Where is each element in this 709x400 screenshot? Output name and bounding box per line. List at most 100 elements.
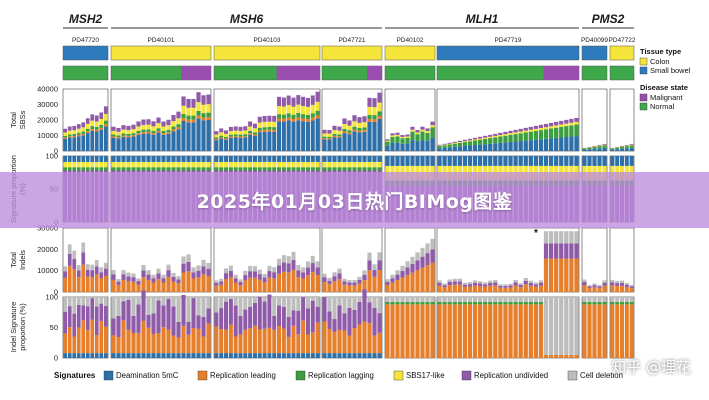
indel-prop-segment bbox=[533, 297, 539, 302]
sbs-bar-segment bbox=[151, 130, 156, 134]
indel-prop-segment bbox=[224, 329, 229, 354]
indel-prop-segment bbox=[238, 315, 243, 335]
indel-prop-segment bbox=[291, 325, 296, 354]
indel-bar-segment bbox=[214, 282, 219, 286]
indel-prop-segment bbox=[151, 333, 156, 354]
sbs-bar-segment bbox=[76, 134, 81, 137]
indel-prop-segment bbox=[508, 304, 513, 358]
indel-prop-segment bbox=[126, 353, 131, 358]
indel-prop-segment bbox=[156, 332, 161, 354]
indel-prop-segment bbox=[629, 301, 634, 305]
sbs-bar-segment bbox=[462, 142, 468, 146]
indel-prop-segment bbox=[111, 297, 116, 319]
indel-bar-segment bbox=[111, 279, 116, 292]
sbs-prop-segment bbox=[196, 161, 201, 168]
sbs-prop-segment bbox=[206, 167, 211, 171]
sbs-bar-segment bbox=[94, 131, 99, 151]
panel-frame-sbs bbox=[581, 88, 608, 152]
sbs-bar-segment bbox=[488, 134, 493, 137]
indel-prop-segment bbox=[233, 297, 238, 306]
sbs-prop-segment bbox=[362, 161, 367, 168]
sbs-prop-segment bbox=[357, 161, 362, 168]
sbs-prop-segment bbox=[281, 156, 286, 162]
sbs-bar-segment bbox=[488, 143, 493, 151]
sbs-prop-segment bbox=[400, 156, 405, 166]
indel-bar-segment bbox=[377, 270, 382, 292]
indel-bar-segment bbox=[243, 275, 248, 281]
indel-bar-segment bbox=[286, 256, 291, 264]
sbs-bar-segment bbox=[513, 134, 518, 142]
sbs-bar-segment bbox=[493, 133, 498, 136]
sbs-prop-segment bbox=[267, 161, 272, 168]
sbs-bar-segment bbox=[310, 104, 315, 114]
indel-prop-segment bbox=[90, 297, 95, 299]
indel-prop-segment bbox=[405, 301, 410, 305]
indel-bar-segment bbox=[574, 258, 579, 292]
sbs-bar-segment bbox=[425, 132, 430, 141]
indel-bar-segment bbox=[410, 272, 415, 292]
indel-prop-segment bbox=[620, 301, 624, 305]
sbs-bar-segment bbox=[372, 107, 377, 116]
disease-strip-malignant bbox=[367, 66, 382, 80]
sbs-prop-segment bbox=[322, 156, 327, 162]
indel-prop-segment bbox=[257, 329, 262, 354]
sbs-bar-segment bbox=[327, 138, 332, 140]
indel-bar-segment bbox=[483, 286, 488, 292]
sbs-bar-segment bbox=[533, 130, 539, 140]
sbs-prop-segment bbox=[337, 161, 342, 168]
sbs-prop-segment bbox=[315, 156, 320, 162]
indel-bar-segment bbox=[233, 274, 238, 279]
signature-swatch bbox=[393, 370, 404, 381]
sbs-prop-segment bbox=[342, 156, 347, 162]
sbs-bar-segment bbox=[121, 133, 126, 136]
sbs-bar-segment bbox=[281, 106, 286, 115]
sbs-bar-segment bbox=[186, 119, 191, 123]
sbs-prop-segment bbox=[305, 156, 310, 162]
sbs-bar-segment bbox=[327, 129, 332, 134]
indel-bar-segment bbox=[602, 285, 607, 292]
indel-bar-segment bbox=[111, 270, 116, 275]
panel-frame-ind bbox=[62, 227, 109, 293]
panel-frame-iprop bbox=[436, 296, 580, 359]
tissue-strip bbox=[609, 45, 635, 61]
indel-bar-segment bbox=[405, 261, 410, 268]
tissue-strip bbox=[321, 45, 383, 61]
sbs-bar-segment bbox=[136, 126, 141, 131]
sbs-prop-segment bbox=[252, 167, 257, 171]
sbs-bar-segment bbox=[395, 136, 400, 143]
indel-bar-segment bbox=[477, 281, 483, 284]
indel-prop-segment bbox=[548, 354, 554, 358]
sbs-bar-segment bbox=[176, 127, 181, 130]
sbs-bar-segment bbox=[277, 106, 282, 115]
indel-prop-segment bbox=[136, 304, 141, 333]
indel-prop-segment bbox=[63, 333, 68, 354]
indel-prop-segment bbox=[72, 353, 77, 358]
indel-prop-segment bbox=[362, 289, 367, 322]
sbs-bar-segment bbox=[131, 135, 136, 137]
sbs-bar-segment bbox=[201, 120, 206, 151]
sbs-bar-segment bbox=[291, 106, 296, 115]
indel-prop-segment bbox=[248, 353, 253, 358]
sbs-prop-segment bbox=[257, 156, 262, 162]
sbs-prop-segment bbox=[377, 156, 382, 162]
sbs-bar-segment bbox=[238, 134, 243, 137]
indel-prop-segment bbox=[224, 297, 229, 302]
indel-prop-segment bbox=[272, 353, 277, 358]
indel-bar-segment bbox=[615, 280, 620, 284]
sbs-bar-segment bbox=[90, 130, 95, 151]
sbs-bar-segment bbox=[196, 102, 201, 112]
indel-bar-segment bbox=[103, 268, 108, 276]
sbs-prop-segment bbox=[377, 167, 382, 171]
indel-prop-segment bbox=[291, 310, 296, 326]
sbs-bar-segment bbox=[291, 121, 296, 151]
indel-bar-segment bbox=[252, 271, 257, 278]
sbs-prop-segment bbox=[262, 167, 267, 171]
indel-prop-segment bbox=[171, 335, 176, 354]
tissue-strip bbox=[384, 45, 436, 61]
axis-tick-label: 100 bbox=[45, 293, 58, 302]
indel-prop-segment bbox=[523, 304, 528, 358]
legend-tissue-title: Tissue type bbox=[640, 47, 681, 56]
sbs-bar-segment bbox=[538, 130, 544, 140]
indel-prop-segment bbox=[342, 313, 347, 331]
sbs-prop-segment bbox=[81, 156, 86, 162]
